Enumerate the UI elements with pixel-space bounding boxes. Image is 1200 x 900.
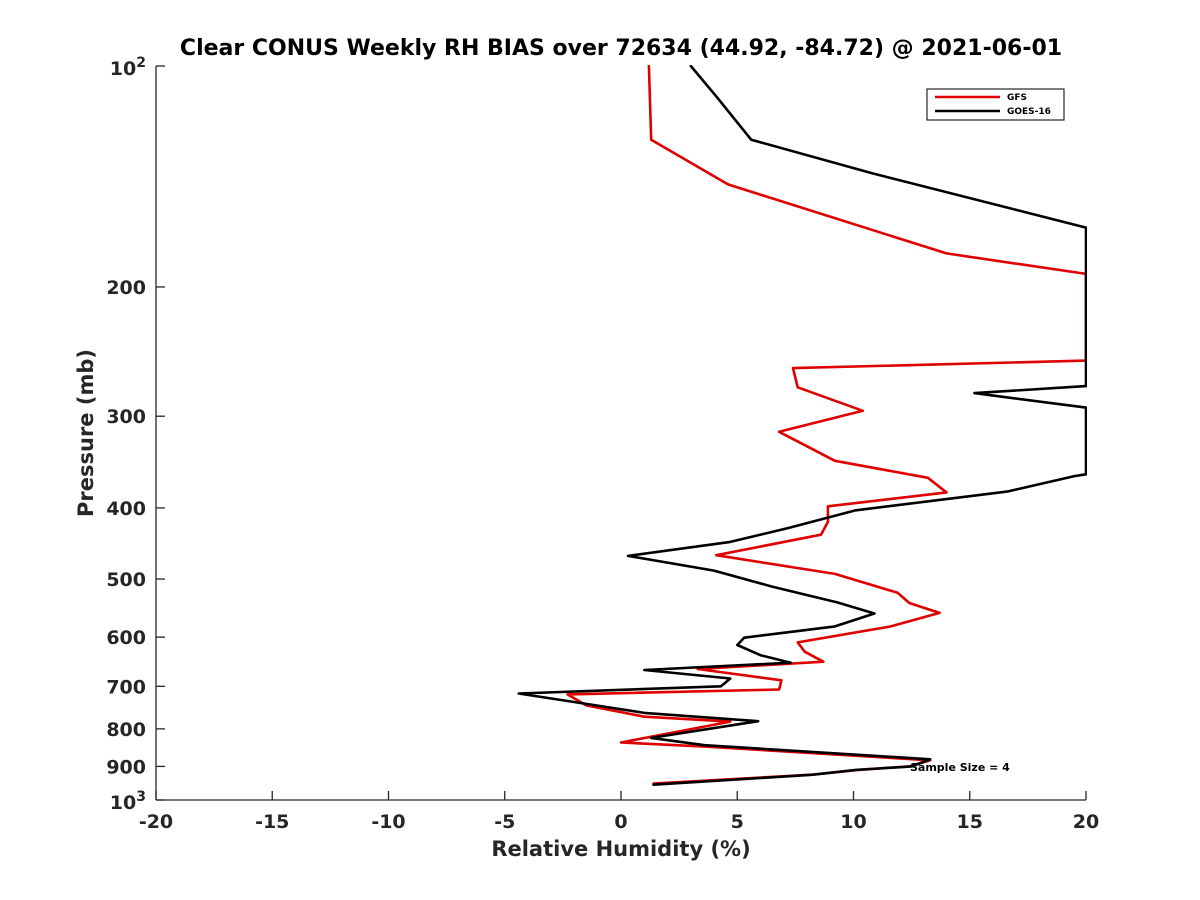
y-tick-label: 900	[106, 756, 146, 778]
legend-box	[926, 88, 1065, 121]
sample-size-annotation: Sample Size = 4	[910, 761, 1010, 774]
legend-label-goes16: GOES-16	[1007, 107, 1051, 117]
x-tick-label: 10	[840, 811, 866, 833]
x-axis-label: Relative Humidity (%)	[491, 837, 750, 861]
x-tick-label: 20	[1073, 811, 1099, 833]
x-axis: -20 -15 -10 -5 0 5 10 15 20	[139, 791, 1099, 833]
legend-label-gfs: GFS	[1007, 93, 1027, 103]
y-axis: 200 300 400 500 600 700 800 900 102 103	[106, 55, 165, 814]
y-tick-label: 400	[106, 498, 146, 520]
x-tick-label: -20	[139, 811, 173, 833]
plot-area	[517, 65, 1087, 787]
y-tick-label: 800	[106, 719, 146, 741]
x-tick-label: -10	[371, 811, 405, 833]
x-tick-label: 0	[614, 811, 627, 833]
y-axis-label: Pressure (mb)	[74, 349, 98, 517]
y-tick-label: 300	[106, 406, 146, 428]
x-tick-label: -15	[255, 811, 289, 833]
chart-title: Clear CONUS Weekly RH BIAS over 72634 (4…	[180, 36, 1062, 61]
x-tick-label: 5	[731, 811, 744, 833]
y-tick-label: 500	[106, 569, 146, 591]
series-line-gfs	[566, 65, 1087, 785]
legend: GFS GOES-16	[926, 88, 1065, 121]
series-line-goes16	[517, 65, 1087, 787]
y-tick-label: 600	[106, 627, 146, 649]
x-tick-label: 15	[957, 811, 983, 833]
y-tick-label-decade: 103	[110, 789, 146, 814]
y-tick-label: 200	[106, 277, 146, 299]
y-tick-label-decade: 102	[110, 55, 146, 80]
y-tick-label: 700	[106, 676, 146, 698]
x-tick-label: -5	[494, 811, 515, 833]
